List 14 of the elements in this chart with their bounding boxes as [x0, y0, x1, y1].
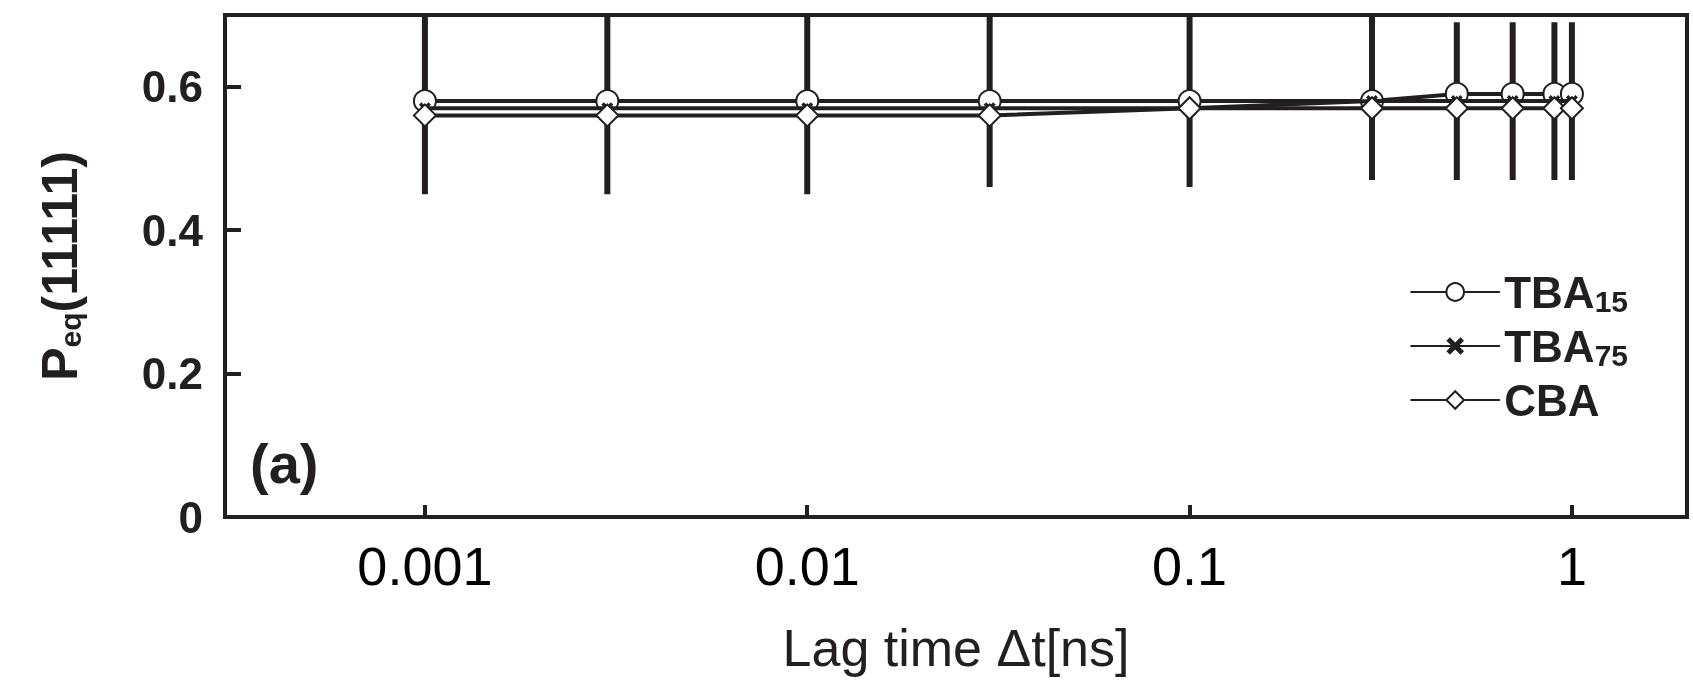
x-tick-label: 1 — [1556, 536, 1587, 596]
legend-label: CBA — [1504, 375, 1600, 425]
y-tick-label: 0.2 — [141, 349, 203, 399]
legend-label: TBA15 — [1504, 267, 1629, 318]
x-tick-label: 0.01 — [754, 536, 860, 596]
x-tick-label: 0.1 — [1152, 536, 1228, 596]
x-axis-title: Lag time Δt[ns] — [782, 619, 1130, 677]
legend-label: TBA75 — [1504, 321, 1629, 372]
y-tick-label: 0 — [178, 492, 203, 542]
y-tick-label: 0.4 — [141, 205, 204, 255]
annotation: (a) — [250, 431, 319, 495]
y-axis-title: Peq(11111) — [32, 151, 88, 381]
x-tick-label: 0.001 — [357, 536, 493, 596]
y-tick-label: 0.6 — [141, 62, 203, 112]
